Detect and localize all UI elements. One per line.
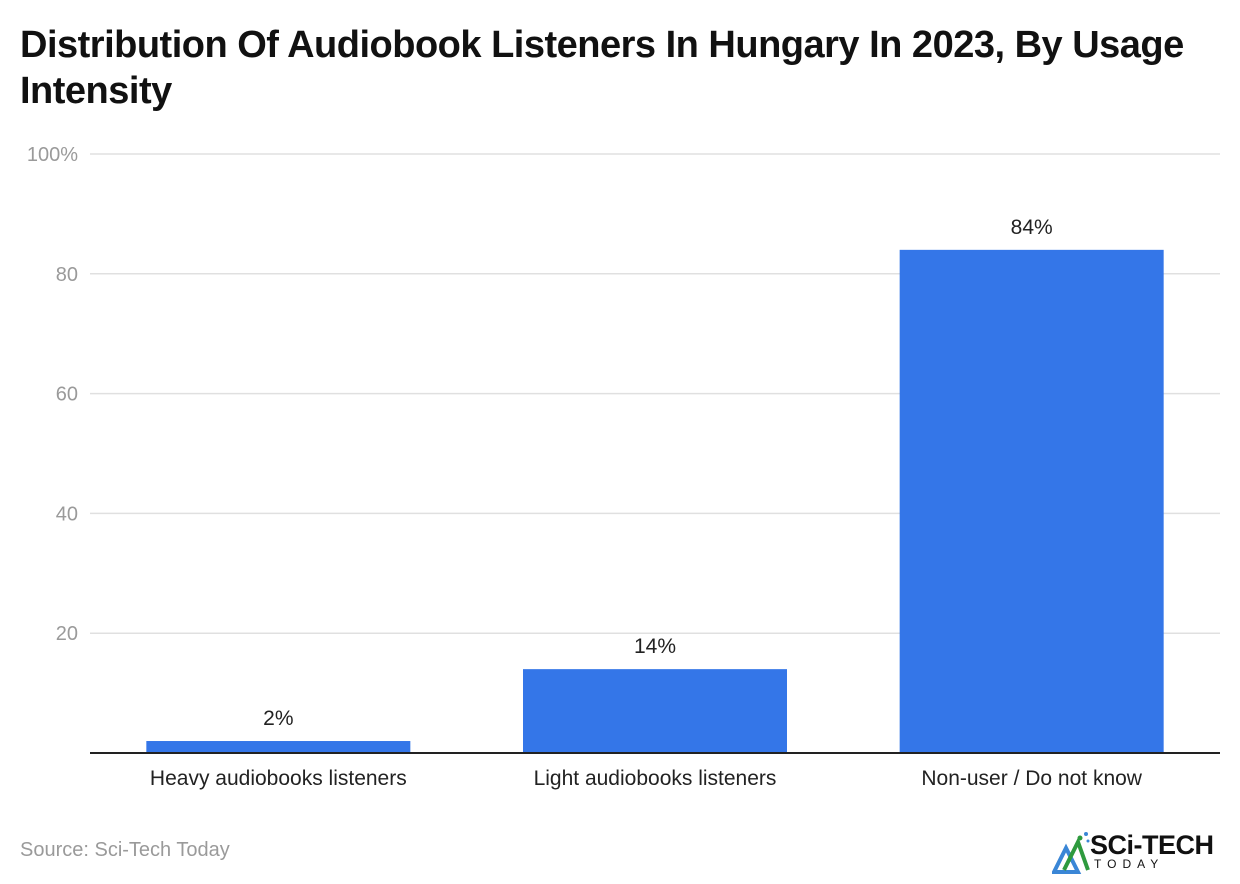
x-tick-label: Non-user / Do not know [921,767,1142,790]
data-labels: 2% 14% 84% [263,216,1053,730]
y-tick-label: 60 [56,384,78,406]
sci-tech-today-logo: SCi-TECH TODAY [1052,828,1227,874]
y-tick-label: 40 [56,503,78,525]
source-note: Source: Sci-Tech Today [20,839,230,861]
logo-mark-icon [1052,832,1090,874]
data-label: 84% [1011,216,1053,239]
bar [523,669,787,753]
y-axis-ticks: 20 40 60 80 100% [27,144,78,645]
x-tick-label: Heavy audiobooks listeners [150,767,407,790]
y-tick-label: 20 [56,623,78,645]
logo-text: SCi-TECH [1090,830,1214,860]
x-tick-label: Light audiobooks listeners [534,767,777,790]
y-tick-label: 80 [56,264,78,286]
logo-subtext: TODAY [1094,857,1165,871]
data-label: 14% [634,635,676,658]
y-tick-label: 100% [27,144,78,166]
bar [899,249,1164,753]
x-axis-labels: Heavy audiobooks listeners Light audioboo… [150,767,1143,790]
bars [146,249,1164,753]
bar [146,741,411,753]
data-label: 2% [263,707,293,730]
chart-title: Distribution Of Audiobook Listeners In H… [20,24,1184,112]
